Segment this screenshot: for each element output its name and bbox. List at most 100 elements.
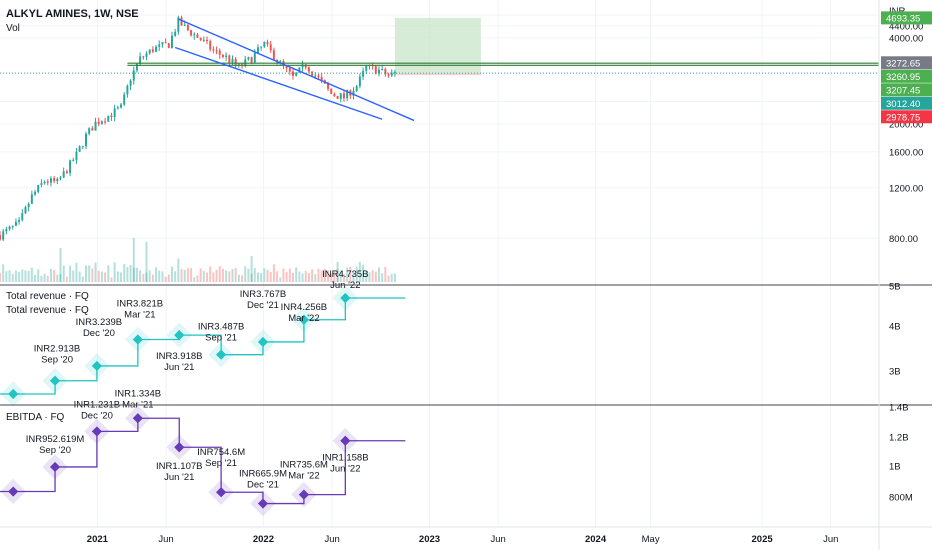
revenue-marker[interactable] xyxy=(340,292,351,304)
candle-body[interactable] xyxy=(8,226,11,230)
candle-body[interactable] xyxy=(209,41,212,50)
candle-body[interactable] xyxy=(218,50,221,55)
candle-body[interactable] xyxy=(97,121,100,124)
candle-body[interactable] xyxy=(56,178,59,182)
candle-body[interactable] xyxy=(292,71,294,76)
candle-body[interactable] xyxy=(358,76,361,87)
candle-body[interactable] xyxy=(18,219,21,222)
candle-body[interactable] xyxy=(221,54,224,57)
revenue-marker[interactable] xyxy=(49,375,61,386)
candle-body[interactable] xyxy=(339,93,342,99)
candle-body[interactable] xyxy=(2,231,5,240)
candle-body[interactable] xyxy=(46,181,49,183)
ebitda-marker[interactable] xyxy=(298,489,310,500)
candle-body[interactable] xyxy=(100,121,103,124)
candle-body[interactable] xyxy=(69,160,72,174)
candle-body[interactable] xyxy=(269,44,272,51)
candle-body[interactable] xyxy=(298,67,301,73)
candle-body[interactable] xyxy=(279,60,282,62)
stop-loss-zone[interactable] xyxy=(394,73,481,76)
candle-body[interactable] xyxy=(62,171,65,178)
candle-body[interactable] xyxy=(193,34,196,36)
candle-body[interactable] xyxy=(30,194,33,204)
candle-body[interactable] xyxy=(113,108,116,117)
revenue-marker[interactable] xyxy=(298,314,310,325)
candle-body[interactable] xyxy=(374,66,377,74)
candle-body[interactable] xyxy=(206,39,208,42)
candle-body[interactable] xyxy=(365,65,368,71)
candle-body[interactable] xyxy=(381,68,384,70)
volume-indicator-label[interactable]: Vol xyxy=(6,23,20,34)
candle-body[interactable] xyxy=(202,39,205,41)
profit-target-zone[interactable] xyxy=(394,17,481,74)
candle-body[interactable] xyxy=(14,221,17,226)
candle-body[interactable] xyxy=(148,49,151,54)
candle-body[interactable] xyxy=(231,58,234,63)
candle-body[interactable] xyxy=(352,90,355,96)
candle-body[interactable] xyxy=(260,46,263,48)
candle-body[interactable] xyxy=(116,107,119,109)
candle-body[interactable] xyxy=(317,75,320,77)
candle-body[interactable] xyxy=(135,63,138,71)
candle-body[interactable] xyxy=(174,31,177,36)
candle-body[interactable] xyxy=(151,49,154,52)
candle-body[interactable] xyxy=(355,86,358,91)
candle-body[interactable] xyxy=(11,225,14,227)
candle-body[interactable] xyxy=(272,50,275,60)
candle-body[interactable] xyxy=(346,90,349,99)
candle-body[interactable] xyxy=(180,17,183,26)
candle-body[interactable] xyxy=(40,183,43,186)
candle-body[interactable] xyxy=(120,104,123,108)
candle-body[interactable] xyxy=(183,24,186,26)
candle-body[interactable] xyxy=(107,115,110,122)
candle-body[interactable] xyxy=(362,70,365,77)
revenue-marker[interactable] xyxy=(132,334,143,345)
candle-body[interactable] xyxy=(288,68,291,72)
candle-body[interactable] xyxy=(170,35,173,48)
candle-body[interactable] xyxy=(110,115,113,117)
candle-body[interactable] xyxy=(212,49,215,51)
candle-body[interactable] xyxy=(21,213,24,220)
candle-body[interactable] xyxy=(327,83,330,89)
candle-body[interactable] xyxy=(27,203,30,208)
candle-body[interactable] xyxy=(314,75,317,77)
candle-body[interactable] xyxy=(196,34,199,38)
wedge-lower-trendline[interactable] xyxy=(174,46,383,120)
ebitda-marker[interactable] xyxy=(132,413,143,424)
candle-body[interactable] xyxy=(304,64,307,68)
candle-body[interactable] xyxy=(91,128,94,131)
candle-body[interactable] xyxy=(132,70,135,81)
candle-body[interactable] xyxy=(145,53,148,57)
candle-body[interactable] xyxy=(5,229,8,232)
candle-body[interactable] xyxy=(387,74,390,76)
candle-body[interactable] xyxy=(164,42,167,44)
candle-body[interactable] xyxy=(34,191,37,195)
candle-body[interactable] xyxy=(330,88,333,94)
candle-body[interactable] xyxy=(123,94,126,105)
wedge-upper-trendline[interactable] xyxy=(178,18,415,122)
candle-body[interactable] xyxy=(177,17,180,32)
candle-body[interactable] xyxy=(320,76,323,81)
ebitda-marker[interactable] xyxy=(340,435,351,446)
candle-body[interactable] xyxy=(253,52,256,63)
candle-body[interactable] xyxy=(126,85,129,95)
candle-body[interactable] xyxy=(37,185,40,192)
candle-body[interactable] xyxy=(88,128,91,134)
candle-body[interactable] xyxy=(336,96,339,99)
candle-body[interactable] xyxy=(75,151,78,161)
candle-body[interactable] xyxy=(158,44,161,47)
candle-body[interactable] xyxy=(78,146,81,152)
candle-body[interactable] xyxy=(215,50,218,52)
candle-body[interactable] xyxy=(190,30,193,36)
candle-body[interactable] xyxy=(390,72,393,76)
candle-body[interactable] xyxy=(234,58,237,65)
revenue-marker[interactable] xyxy=(174,330,185,341)
revenue-marker[interactable] xyxy=(257,336,269,348)
candle-body[interactable] xyxy=(393,72,396,74)
candle-body[interactable] xyxy=(250,57,253,63)
candle-body[interactable] xyxy=(225,55,228,57)
candle-body[interactable] xyxy=(142,56,145,58)
candle-body[interactable] xyxy=(256,47,259,53)
candle-body[interactable] xyxy=(53,178,56,182)
